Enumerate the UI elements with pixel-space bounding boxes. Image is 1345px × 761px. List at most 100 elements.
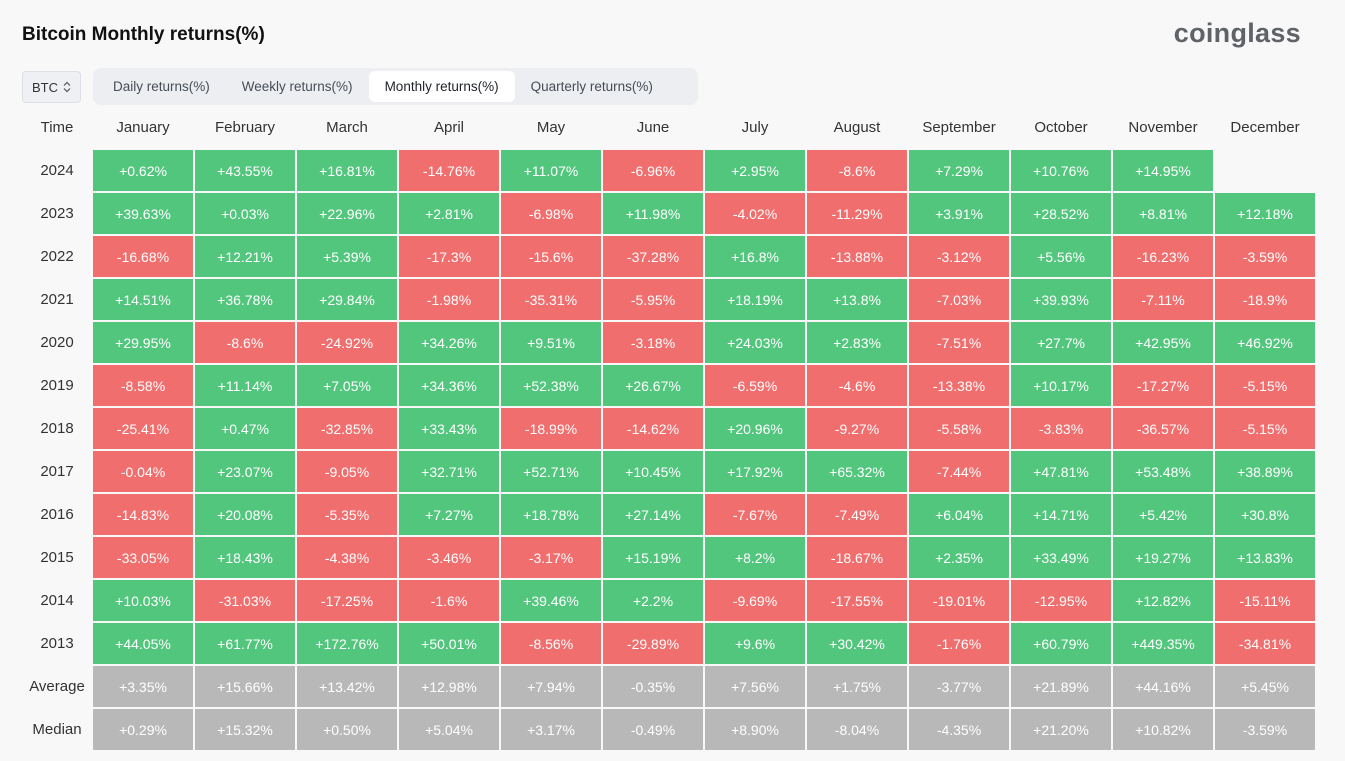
return-cell-2013-june: -29.89%: [603, 623, 703, 664]
return-cell-2024-may: +11.07%: [501, 150, 601, 191]
return-cell-2017-may: +52.71%: [501, 451, 601, 492]
return-cell-2018-november: -36.57%: [1113, 408, 1213, 449]
return-cell-2024-september: +7.29%: [909, 150, 1009, 191]
month-header-november: November: [1128, 119, 1198, 136]
return-cell-2016-november: +5.42%: [1113, 494, 1213, 535]
return-cell-2014-november: +12.82%: [1113, 580, 1213, 621]
return-cell-2023-october: +28.52%: [1011, 193, 1111, 234]
return-cell-2018-october: -3.83%: [1011, 408, 1111, 449]
return-cell-2014-may: +39.46%: [501, 580, 601, 621]
return-cell-2019-december: -5.15%: [1215, 365, 1315, 406]
return-cell-2015-july: +8.2%: [705, 537, 805, 578]
return-cell-2020-april: +34.26%: [399, 322, 499, 363]
return-cell-2023-april: +2.81%: [399, 193, 499, 234]
return-cell-2018-january: -25.41%: [93, 408, 193, 449]
return-cell-2014-september: -19.01%: [909, 580, 1009, 621]
return-cell-2021-may: -35.31%: [501, 279, 601, 320]
return-cell-2021-october: +39.93%: [1011, 279, 1111, 320]
return-cell-2021-june: -5.95%: [603, 279, 703, 320]
row-label-2023: 2023: [40, 205, 74, 222]
return-cell-2019-october: +10.17%: [1011, 365, 1111, 406]
return-cell-2021-december: -18.9%: [1215, 279, 1315, 320]
tab-weekly-returns[interactable]: Weekly returns(%): [241, 79, 353, 94]
return-cell-2024-january: +0.62%: [93, 150, 193, 191]
return-cell-2014-october: -12.95%: [1011, 580, 1111, 621]
page-title: Bitcoin Monthly returns(%): [22, 24, 265, 45]
tab-daily-returns[interactable]: Daily returns(%): [113, 79, 210, 94]
return-cell-2022-september: -3.12%: [909, 236, 1009, 277]
return-cell-2021-april: -1.98%: [399, 279, 499, 320]
return-cell-2014-april: -1.6%: [399, 580, 499, 621]
month-header-february: February: [214, 119, 276, 136]
return-cell-2023-june: +11.98%: [603, 193, 703, 234]
return-cell-2023-november: +8.81%: [1113, 193, 1213, 234]
return-cell-2022-may: -15.6%: [501, 236, 601, 277]
return-cell-2020-october: +27.7%: [1011, 322, 1111, 363]
return-cell-median-october: +21.20%: [1011, 709, 1111, 750]
return-cell-2022-november: -16.23%: [1113, 236, 1213, 277]
return-cell-2024-june: -6.96%: [603, 150, 703, 191]
month-header-june: June: [636, 119, 670, 136]
return-cell-2021-january: +14.51%: [93, 279, 193, 320]
month-header-april: April: [433, 119, 464, 136]
row-label-2020: 2020: [40, 334, 74, 351]
return-cell-2017-december: +38.89%: [1215, 451, 1315, 492]
return-cell-2015-september: +2.35%: [909, 537, 1009, 578]
return-cell-2016-september: +6.04%: [909, 494, 1009, 535]
return-cell-2023-august: -11.29%: [807, 193, 907, 234]
return-cell-2019-november: -17.27%: [1113, 365, 1213, 406]
row-label-median: Median: [32, 721, 82, 738]
return-cell-average-may: +7.94%: [501, 666, 601, 707]
return-cell-2023-may: -6.98%: [501, 193, 601, 234]
return-cell-average-april: +12.98%: [399, 666, 499, 707]
return-cell-2017-august: +65.32%: [807, 451, 907, 492]
row-label-2016: 2016: [40, 506, 74, 523]
return-cell-2016-january: -14.83%: [93, 494, 193, 535]
return-cell-2020-september: -7.51%: [909, 322, 1009, 363]
return-cell-2024-october: +10.76%: [1011, 150, 1111, 191]
return-cell-average-january: +3.35%: [93, 666, 193, 707]
return-cell-2017-october: +47.81%: [1011, 451, 1111, 492]
return-cell-2015-may: -3.17%: [501, 537, 601, 578]
month-header-may: May: [536, 119, 566, 136]
return-cell-2024-march: +16.81%: [297, 150, 397, 191]
return-cell-2013-september: -1.76%: [909, 623, 1009, 664]
return-cell-2019-september: -13.38%: [909, 365, 1009, 406]
return-cell-average-october: +21.89%: [1011, 666, 1111, 707]
month-header-july: July: [741, 119, 769, 136]
returns-period-tabs: Daily returns(%) Weekly returns(%) Month…: [93, 68, 698, 105]
return-cell-median-january: +0.29%: [93, 709, 193, 750]
return-cell-2017-june: +10.45%: [603, 451, 703, 492]
return-cell-median-september: -4.35%: [909, 709, 1009, 750]
return-cell-2024-august: -8.6%: [807, 150, 907, 191]
return-cell-median-june: -0.49%: [603, 709, 703, 750]
return-cell-2022-october: +5.56%: [1011, 236, 1111, 277]
return-cell-2013-october: +60.79%: [1011, 623, 1111, 664]
row-label-2024: 2024: [40, 162, 74, 179]
return-cell-2022-july: +16.8%: [705, 236, 805, 277]
return-cell-2015-january: -33.05%: [93, 537, 193, 578]
return-cell-2014-july: -9.69%: [705, 580, 805, 621]
return-cell-2017-april: +32.71%: [399, 451, 499, 492]
return-cell-2014-january: +10.03%: [93, 580, 193, 621]
tab-quarterly-returns[interactable]: Quarterly returns(%): [530, 79, 653, 94]
return-cell-2019-may: +52.38%: [501, 365, 601, 406]
return-cell-average-november: +44.16%: [1113, 666, 1213, 707]
return-cell-2024-april: -14.76%: [399, 150, 499, 191]
month-header-september: September: [922, 119, 996, 136]
return-cell-2023-february: +0.03%: [195, 193, 295, 234]
return-cell-average-june: -0.35%: [603, 666, 703, 707]
return-cell-2013-july: +9.6%: [705, 623, 805, 664]
return-cell-2018-june: -14.62%: [603, 408, 703, 449]
return-cell-2013-february: +61.77%: [195, 623, 295, 664]
return-cell-2017-november: +53.48%: [1113, 451, 1213, 492]
return-cell-2017-january: -0.04%: [93, 451, 193, 492]
row-label-2014: 2014: [40, 592, 74, 609]
coin-select[interactable]: BTC: [22, 71, 81, 103]
return-cell-2017-september: -7.44%: [909, 451, 1009, 492]
return-cell-2014-december: -15.11%: [1215, 580, 1315, 621]
return-cell-2019-march: +7.05%: [297, 365, 397, 406]
return-cell-2021-march: +29.84%: [297, 279, 397, 320]
return-cell-2019-august: -4.6%: [807, 365, 907, 406]
tab-monthly-returns[interactable]: Monthly returns(%): [368, 71, 515, 102]
